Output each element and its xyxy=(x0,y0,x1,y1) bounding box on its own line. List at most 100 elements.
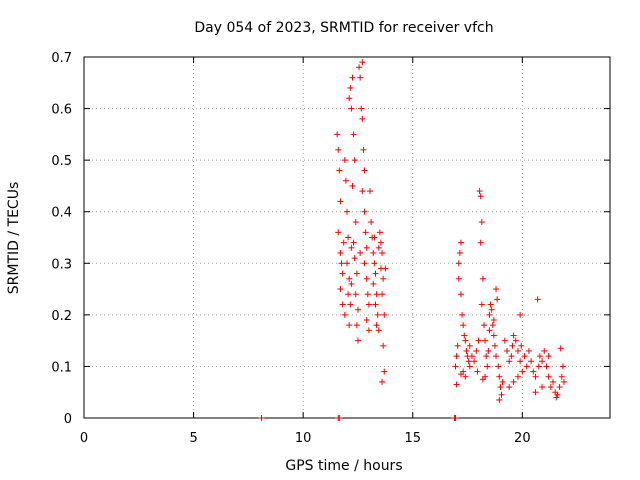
data-point xyxy=(541,347,548,354)
data-point xyxy=(382,265,389,272)
data-point xyxy=(460,322,467,329)
data-point xyxy=(477,193,484,200)
data-point xyxy=(345,234,352,241)
data-point xyxy=(340,239,347,246)
data-point xyxy=(550,378,557,385)
data-point xyxy=(510,378,517,385)
data-point xyxy=(359,59,366,66)
x-tick-label: 10 xyxy=(295,431,312,446)
data-point xyxy=(365,327,372,334)
data-point xyxy=(381,368,388,375)
data-point xyxy=(509,342,516,349)
data-point xyxy=(337,286,344,293)
data-point xyxy=(462,337,469,344)
data-point xyxy=(359,115,366,122)
data-point xyxy=(498,391,505,398)
data-point xyxy=(482,337,489,344)
data-point xyxy=(506,358,513,365)
data-point xyxy=(493,286,500,293)
data-point xyxy=(477,239,484,246)
data-point xyxy=(456,249,463,256)
data-point xyxy=(479,275,486,282)
data-point xyxy=(545,353,552,360)
data-point xyxy=(556,384,563,391)
data-point xyxy=(357,74,364,81)
data-point xyxy=(350,131,357,138)
data-point xyxy=(523,363,530,370)
data-point xyxy=(339,270,346,277)
data-point xyxy=(532,373,539,380)
data-point xyxy=(457,239,464,246)
data-point xyxy=(375,327,382,334)
data-point xyxy=(452,363,459,370)
data-point xyxy=(348,280,355,287)
data-point xyxy=(514,373,521,380)
y-axis-label: SRMTID / TECUs xyxy=(6,182,22,295)
data-point xyxy=(512,337,519,344)
data-point xyxy=(361,208,368,215)
data-point xyxy=(342,177,349,184)
data-point xyxy=(455,275,462,282)
data-point xyxy=(358,105,365,112)
data-point xyxy=(337,198,344,205)
data-point xyxy=(506,384,513,391)
x-tick-label: 0 xyxy=(80,431,88,446)
data-point xyxy=(528,358,535,365)
data-point xyxy=(535,363,542,370)
data-point xyxy=(363,275,370,282)
data-point xyxy=(353,322,360,329)
data-point xyxy=(352,219,359,226)
data-point xyxy=(345,291,352,298)
data-point xyxy=(371,260,378,267)
data-point xyxy=(459,311,466,318)
data-point xyxy=(557,345,564,352)
data-point xyxy=(493,353,500,360)
data-point xyxy=(495,363,502,370)
data-point xyxy=(373,322,380,329)
data-point xyxy=(532,389,539,396)
data-point xyxy=(341,157,348,164)
data-point xyxy=(457,291,464,298)
x-tick-label: 5 xyxy=(189,431,197,446)
data-point xyxy=(258,415,265,421)
data-point xyxy=(379,291,386,298)
data-point xyxy=(347,301,354,308)
data-point xyxy=(554,391,561,398)
data-point xyxy=(335,229,342,236)
data-point xyxy=(336,167,343,174)
data-point xyxy=(454,342,461,349)
grid-lines xyxy=(84,57,610,418)
data-point xyxy=(559,363,566,370)
x-tick-label: 15 xyxy=(404,431,421,446)
data-point xyxy=(351,157,358,164)
data-point xyxy=(335,146,342,153)
data-point xyxy=(519,368,526,375)
data-point xyxy=(558,373,565,380)
data-point xyxy=(348,244,355,251)
data-point xyxy=(361,260,368,267)
data-point xyxy=(365,301,372,308)
data-point xyxy=(475,337,482,344)
data-point xyxy=(488,306,495,313)
data-point xyxy=(372,270,379,277)
x-axis-label: GPS time / hours xyxy=(285,458,402,474)
data-point xyxy=(354,337,361,344)
data-point xyxy=(539,358,546,365)
data-point xyxy=(545,373,552,380)
data-point xyxy=(348,105,355,112)
data-point xyxy=(474,368,481,375)
data-point xyxy=(346,275,353,282)
y-tick-label: 0 xyxy=(64,412,72,427)
data-point xyxy=(368,219,375,226)
data-point xyxy=(487,301,494,308)
data-point xyxy=(372,301,379,308)
data-point xyxy=(496,396,503,403)
data-point xyxy=(485,347,492,354)
data-point xyxy=(380,342,387,349)
data-point xyxy=(465,358,472,365)
data-point xyxy=(351,255,358,262)
data-point xyxy=(362,229,369,236)
y-tick-label: 0.4 xyxy=(51,206,72,221)
data-point xyxy=(453,353,460,360)
y-tick-label: 0.7 xyxy=(51,51,72,66)
